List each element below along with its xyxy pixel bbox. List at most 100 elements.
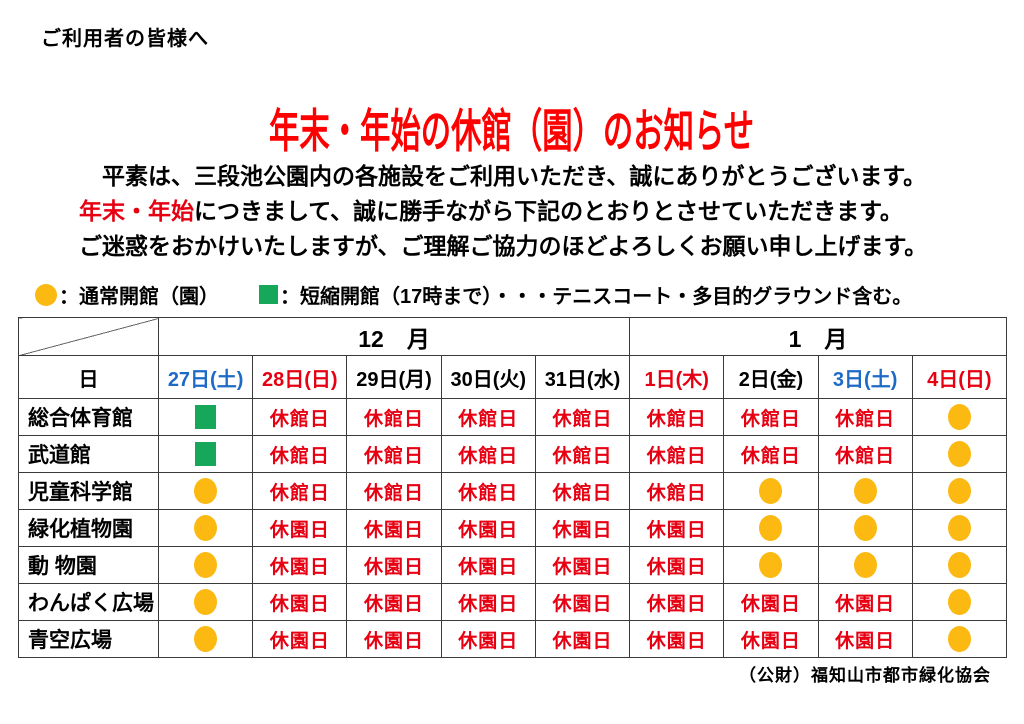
status-cell (911, 472, 1008, 510)
facility-name: 総合体育館 (18, 398, 159, 436)
status-cell (723, 472, 819, 510)
closed-day-label: 休園日 (646, 630, 707, 652)
closed-day-label: 休館日 (552, 482, 613, 504)
status-cell (817, 546, 913, 584)
open-circle-icon (759, 515, 783, 541)
open-circle-icon (194, 515, 218, 541)
status-cell: 休園日 (817, 620, 913, 658)
open-circle-icon (194, 552, 218, 578)
closed-day-label: 休園日 (740, 593, 801, 615)
closed-day-label: 休館日 (269, 482, 330, 504)
legend: ：通常開館（園） ：短縮開館（17時まで）・・・テニスコート・多目的グラウンド含… (35, 280, 1024, 309)
status-cell (911, 620, 1008, 658)
status-cell: 休園日 (534, 620, 631, 658)
status-cell: 休園日 (346, 546, 442, 584)
status-cell (157, 472, 254, 510)
status-cell: 休館日 (440, 435, 536, 473)
facility-row: わんぱく広場 休園日 休園日 休園日 休園日 休園日 休園日 休園日 (18, 583, 1008, 621)
status-cell (723, 509, 819, 547)
status-cell: 休館日 (534, 472, 631, 510)
intro-line-2-text: につきまして、誠に勝手ながら下記のとおりとさせていただきます。 (194, 198, 903, 224)
status-cell: 休園日 (440, 620, 536, 658)
intro-line-2: 年末・年始につきまして、誠に勝手ながら下記のとおりとさせていただきます。 (79, 194, 988, 229)
status-cell: 休館日 (817, 435, 913, 473)
status-cell: 休園日 (440, 583, 536, 621)
date-header-cell: 28日(日) (252, 355, 348, 399)
closed-day-label: 休園日 (552, 630, 613, 652)
date-header-cell: 4日(日) (911, 355, 1008, 399)
status-cell: 休館日 (723, 398, 819, 436)
closed-day-label: 休館日 (364, 445, 425, 467)
status-cell: 休館日 (346, 398, 442, 436)
facility-name: 青空広場 (18, 620, 159, 658)
status-cell: 休館日 (252, 472, 348, 510)
facility-row: 児童科学館 休館日 休館日 休館日 休館日 休館日 (18, 472, 1008, 510)
date-header-cell: 27日(土) (157, 355, 254, 399)
open-circle-icon (853, 515, 877, 541)
legend-short-label: ：短縮開館（17時まで）・・・テニスコート・多目的グラウンド含む。 (280, 286, 913, 308)
month-header-row: 12 月 1 月 (18, 317, 1007, 356)
facility-name: 動 物園 (18, 546, 159, 584)
date-header-cell: 2日(金) (723, 355, 819, 399)
status-cell (817, 509, 913, 547)
date-header-row: 日 27日(土) 28日(日) 29日(月) 30日(火) 31日(水) 1日(木) 2日(… (18, 355, 1008, 399)
status-cell: 休館日 (629, 435, 725, 473)
status-cell: 休園日 (440, 509, 536, 547)
status-cell: 休園日 (723, 583, 819, 621)
closed-day-label: 休園日 (740, 630, 801, 652)
status-cell: 休園日 (534, 583, 631, 621)
closed-day-label: 休館日 (552, 445, 613, 467)
status-cell (157, 583, 254, 621)
intro-line-3-text: ご迷惑をおかけいたしますが、ご理解ご協力のほどよろしくお願い申し上げます。 (79, 233, 928, 259)
closed-day-label: 休館日 (364, 482, 425, 504)
open-circle-icon (194, 626, 218, 652)
closed-day-label: 休館日 (740, 445, 801, 467)
footer-organization: （公財）福知山市都市緑化協会 (739, 666, 991, 685)
status-cell: 休園日 (629, 620, 725, 658)
facility-row: 動 物園 休園日 休園日 休園日 休園日 休園日 (18, 546, 1008, 584)
closed-day-label: 休館日 (740, 408, 801, 430)
facility-name: わんぱく広場 (18, 583, 159, 621)
open-circle-icon (947, 515, 971, 541)
legend-regular-label: ：通常開館（園） (59, 286, 219, 308)
open-circle-icon (759, 552, 783, 578)
status-cell: 休館日 (534, 435, 631, 473)
closed-day-label: 休館日 (646, 482, 707, 504)
status-cell: 休園日 (534, 546, 631, 584)
status-cell: 休館日 (252, 398, 348, 436)
short-hours-square-icon (195, 442, 217, 466)
status-cell (157, 435, 254, 473)
closed-day-label: 休園日 (269, 630, 330, 652)
title-container: 年末・年始の休館（園）のお知らせ (0, 73, 1024, 157)
status-cell: 休園日 (817, 583, 913, 621)
status-cell: 休園日 (629, 583, 725, 621)
facility-name: 緑化植物園 (18, 509, 159, 547)
closed-day-label: 休園日 (364, 593, 425, 615)
intro-line-2-highlight: 年末・年始 (79, 198, 194, 224)
closed-day-label: 休園日 (364, 630, 425, 652)
closed-day-label: 休館日 (269, 408, 330, 430)
status-cell: 休館日 (252, 435, 348, 473)
short-hours-square-icon (259, 285, 278, 304)
facility-row: 武道館 休館日 休館日 休館日 休館日 休館日 休館日 休館日 (18, 435, 1008, 473)
closed-day-label: 休館日 (646, 408, 707, 430)
status-cell: 休館日 (346, 472, 442, 510)
closed-day-label: 休園日 (835, 593, 896, 615)
status-cell (911, 583, 1008, 621)
closed-day-label: 休館日 (835, 445, 896, 467)
closed-day-label: 休園日 (269, 519, 330, 541)
status-cell: 休館日 (817, 398, 913, 436)
closed-day-label: 休園日 (458, 519, 519, 541)
short-hours-square-icon (195, 405, 217, 429)
facility-row: 緑化植物園 休園日 休園日 休園日 休園日 休園日 (18, 509, 1008, 547)
status-cell (157, 620, 254, 658)
closed-day-label: 休館日 (835, 408, 896, 430)
closed-day-label: 休館日 (552, 408, 613, 430)
status-cell: 休園日 (723, 620, 819, 658)
status-cell: 休館日 (629, 398, 725, 436)
closed-day-label: 休園日 (552, 556, 613, 578)
intro-line-3: ご迷惑をおかけいたしますが、ご理解ご協力のほどよろしくお願い申し上げます。 (79, 229, 988, 264)
intro-paragraph: 平素は、三段池公園内の各施設をご利用いただき、誠にありがとうございます。 年末・… (79, 159, 988, 264)
open-circle-icon (947, 404, 971, 430)
